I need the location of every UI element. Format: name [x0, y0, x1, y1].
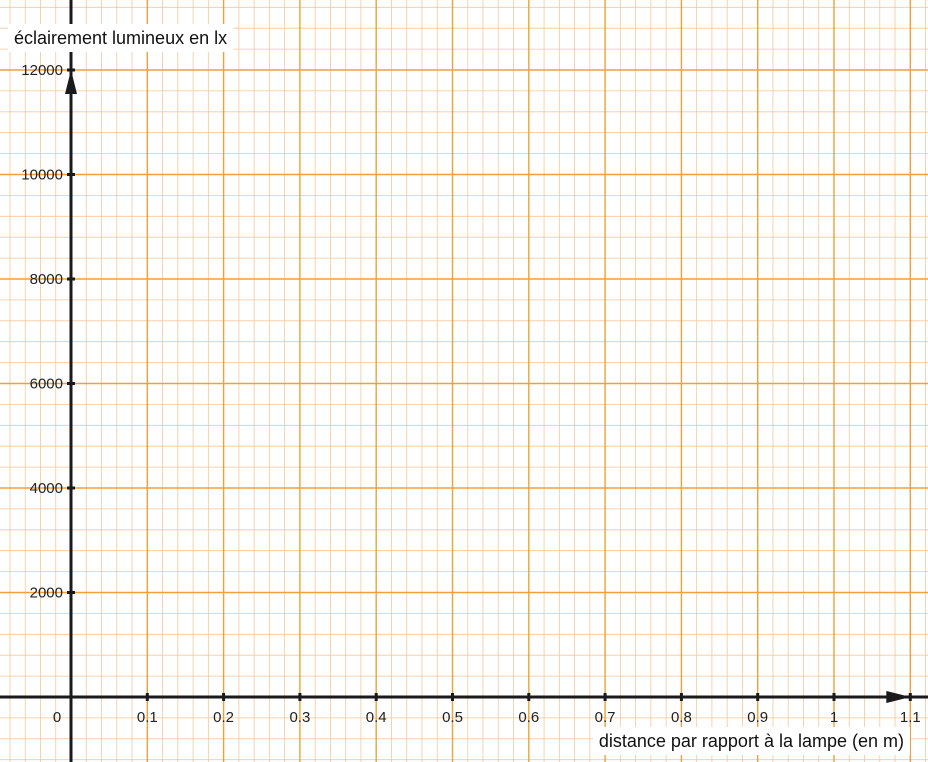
x-tick-label: 0.8	[671, 709, 692, 726]
y-tick-label: 2000	[30, 585, 63, 602]
axis-titles: éclairement lumineux en lx distance par r…	[8, 24, 910, 755]
axis-title-background	[8, 24, 234, 52]
x-tick-label: 1.1	[900, 709, 921, 726]
y-axis-arrowhead	[65, 70, 77, 94]
x-tick-label: 0.7	[595, 709, 616, 726]
y-tick-label: 4000	[30, 480, 63, 497]
x-tick-label: 0.4	[366, 709, 387, 726]
x-tick-label: 0	[53, 709, 61, 726]
x-tick-label: 0.1	[137, 709, 158, 726]
x-tick-label: 0.6	[518, 709, 539, 726]
y-tick-label: 8000	[30, 271, 63, 288]
x-axis-arrowhead	[886, 691, 911, 703]
axis-title-background	[592, 727, 910, 755]
tick-labels: 0 0.1 0.2 0.3 0.4 0.5 0.6 0.7 0.8 0.9 1 1.1 2000 4000…	[21, 62, 920, 726]
x-tick-label: 1	[830, 709, 838, 726]
x-tick-label: 0.3	[289, 709, 310, 726]
x-tick-label: 0.2	[213, 709, 234, 726]
y-axis-title: éclairement lumineux en lx	[14, 28, 227, 48]
y-tick-label: 12000	[21, 62, 63, 79]
x-tick-label: 0.9	[747, 709, 768, 726]
x-axis-title: distance par rapport à la lampe (en m)	[599, 731, 904, 751]
y-tick-label: 10000	[21, 167, 63, 184]
x-tick-label: 0.5	[442, 709, 463, 726]
y-tick-label: 6000	[30, 376, 63, 393]
